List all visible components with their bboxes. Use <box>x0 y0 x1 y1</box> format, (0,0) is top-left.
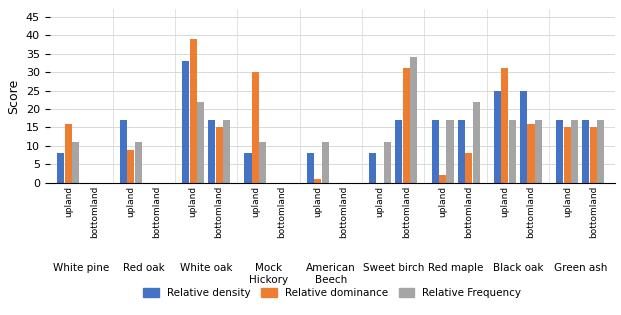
Bar <box>590 127 597 183</box>
Legend: Relative density, Relative dominance, Relative Frequency: Relative density, Relative dominance, Re… <box>139 284 525 302</box>
Bar <box>252 72 259 183</box>
Text: Black oak: Black oak <box>492 263 543 273</box>
Bar <box>322 142 329 183</box>
Bar <box>473 102 479 183</box>
Bar <box>197 102 204 183</box>
Y-axis label: Score: Score <box>7 78 20 114</box>
Bar <box>127 150 134 183</box>
Bar <box>535 120 542 183</box>
Bar <box>465 153 472 183</box>
Bar <box>402 68 410 183</box>
Bar <box>527 124 535 183</box>
Bar <box>582 120 589 183</box>
Bar <box>65 124 72 183</box>
Bar <box>494 90 501 183</box>
Bar <box>120 120 127 183</box>
Text: Red maple: Red maple <box>428 263 483 273</box>
Bar <box>57 153 65 183</box>
Bar <box>439 175 446 183</box>
Bar <box>501 68 509 183</box>
Bar <box>564 127 571 183</box>
Bar <box>571 120 578 183</box>
Bar <box>72 142 79 183</box>
Text: White oak: White oak <box>180 263 232 273</box>
Bar <box>410 57 417 183</box>
Bar <box>458 120 465 183</box>
Bar <box>314 179 321 183</box>
Bar <box>260 142 266 183</box>
Text: Sweet birch: Sweet birch <box>363 263 424 273</box>
Bar <box>556 120 563 183</box>
Bar <box>189 39 197 183</box>
Bar <box>223 120 230 183</box>
Bar <box>245 153 252 183</box>
Text: American
Beech: American Beech <box>306 263 356 285</box>
Bar <box>509 120 516 183</box>
Text: Green ash: Green ash <box>554 263 607 273</box>
Text: Red oak: Red oak <box>123 263 165 273</box>
Text: Mock
Hickory: Mock Hickory <box>249 263 288 285</box>
Bar <box>520 90 527 183</box>
Bar <box>384 142 391 183</box>
Bar <box>369 153 376 183</box>
Bar <box>307 153 314 183</box>
Bar <box>215 127 223 183</box>
Text: White pine: White pine <box>53 263 109 273</box>
Bar <box>135 142 142 183</box>
Bar <box>597 120 604 183</box>
Bar <box>208 120 215 183</box>
Bar <box>432 120 438 183</box>
Bar <box>182 61 189 183</box>
Bar <box>395 120 402 183</box>
Bar <box>446 120 453 183</box>
